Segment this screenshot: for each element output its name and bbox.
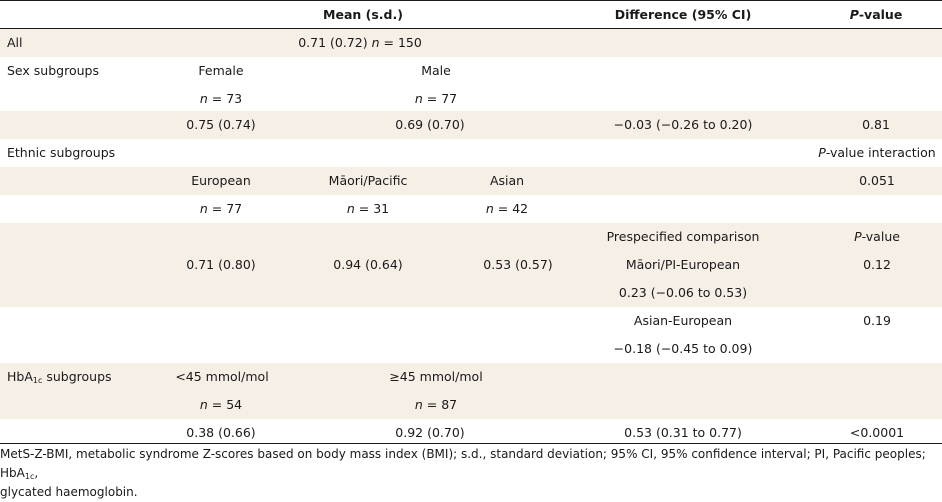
sex-female-label: Female	[198, 63, 244, 78]
comparison-maori-european-label: Māori/PI-European	[625, 257, 741, 272]
row-all: All 0.71 (0.72) n = 150	[0, 29, 942, 57]
row-hba1c-values: 0.38 (0.66) 0.92 (0.70) 0.53 (0.31 to 0.…	[0, 419, 942, 447]
table-bottom-rule	[0, 443, 942, 444]
sex-female-n: n = 73	[199, 91, 243, 106]
hba1c-low-label: <45 mmol/mol	[175, 369, 269, 384]
hba1c-difference: 0.53 (0.31 to 0.77)	[624, 425, 742, 440]
sex-male-value: 0.69 (0.70)	[395, 117, 465, 132]
row-label-sex: Sex subgroups	[7, 63, 99, 78]
header-p-value: P-value	[849, 7, 903, 22]
row-comp2-label: Asian-European 0.19	[0, 307, 942, 335]
hba1c-high-label: ≥45 mmol/mol	[389, 369, 483, 384]
results-table: Mean (s.d.) Difference (95% CI) P-value …	[0, 0, 942, 444]
hba1c-high-n: n = 87	[414, 397, 458, 412]
comparison-asian-european-p: 0.19	[863, 313, 891, 328]
header-difference: Difference (95% CI)	[614, 7, 752, 22]
ethnic-asian-label: Asian	[489, 173, 525, 188]
sex-male-label: Male	[421, 63, 451, 78]
all-mean-value: 0.71 (0.72) n = 150	[298, 35, 422, 50]
row-comp1-diff: 0.23 (−0.06 to 0.53)	[0, 279, 942, 307]
header-row: Mean (s.d.) Difference (95% CI) P-value	[0, 1, 942, 29]
comparison-maori-european-p: 0.12	[863, 257, 891, 272]
prespecified-p-header: P-value	[854, 229, 900, 244]
hba1c-low-n: n = 54	[199, 397, 243, 412]
row-ethnic-groups: European Māori/Pacific Asian 0.051	[0, 167, 942, 195]
ethnic-maori-value: 0.94 (0.64)	[333, 257, 403, 272]
ethnic-european-label: European	[191, 173, 251, 188]
comparison-maori-european-diff: 0.23 (−0.06 to 0.53)	[618, 285, 748, 300]
row-label-all: All	[7, 35, 23, 50]
row-label-ethnic: Ethnic subgroups	[7, 145, 116, 160]
hba1c-p-value: <0.0001	[849, 425, 905, 440]
row-label-hba1c: HbA1c subgroups	[7, 369, 112, 385]
ethnic-interaction-header: P-value interaction	[818, 145, 936, 160]
table-footnote: MetS-Z-BMI, metabolic syndrome Z-scores …	[0, 447, 926, 499]
comparison-asian-european-diff: −0.18 (−0.45 to 0.09)	[613, 341, 753, 356]
ethnic-asian-n: n = 42	[485, 201, 529, 216]
sex-female-value: 0.75 (0.74)	[186, 117, 256, 132]
hba1c-low-value: 0.38 (0.66)	[186, 425, 256, 440]
row-sex-n: n = 73 n = 77	[0, 85, 942, 113]
header-rule	[0, 28, 942, 29]
ethnic-maori-label: Māori/Pacific	[328, 173, 408, 188]
hba1c-high-value: 0.92 (0.70)	[395, 425, 465, 440]
row-ethnic-n: n = 77 n = 31 n = 42	[0, 195, 942, 223]
sex-difference: −0.03 (−0.26 to 0.20)	[613, 117, 753, 132]
row-hba1c-n: n = 54 n = 87	[0, 391, 942, 419]
row-sex-values: 0.75 (0.74) 0.69 (0.70) −0.03 (−0.26 to …	[0, 111, 942, 139]
row-ethnic-label: Ethnic subgroups P-value interaction	[0, 139, 942, 167]
row-hba1c-labels: HbA1c subgroups <45 mmol/mol ≥45 mmol/mo…	[0, 363, 942, 391]
ethnic-european-value: 0.71 (0.80)	[186, 257, 256, 272]
comparison-asian-european-label: Asian-European	[633, 313, 733, 328]
row-sex-labels: Sex subgroups Female Male	[0, 57, 942, 85]
row-ethnic-values: 0.71 (0.80) 0.94 (0.64) 0.53 (0.57) Māor…	[0, 251, 942, 279]
ethnic-interaction-value: 0.051	[859, 173, 895, 188]
ethnic-asian-value: 0.53 (0.57)	[483, 257, 553, 272]
ethnic-european-n: n = 77	[199, 201, 243, 216]
header-mean: Mean (s.d.)	[323, 7, 403, 22]
table-top-rule	[0, 0, 942, 1]
sex-p-value: 0.81	[862, 117, 890, 132]
row-comp2-diff: −0.18 (−0.45 to 0.09)	[0, 335, 942, 363]
sex-male-n: n = 77	[414, 91, 458, 106]
ethnic-maori-n: n = 31	[346, 201, 390, 216]
prespecified-comparison-header: Prespecified comparison	[606, 229, 760, 244]
row-prespecified-header: Prespecified comparison P-value	[0, 223, 942, 251]
